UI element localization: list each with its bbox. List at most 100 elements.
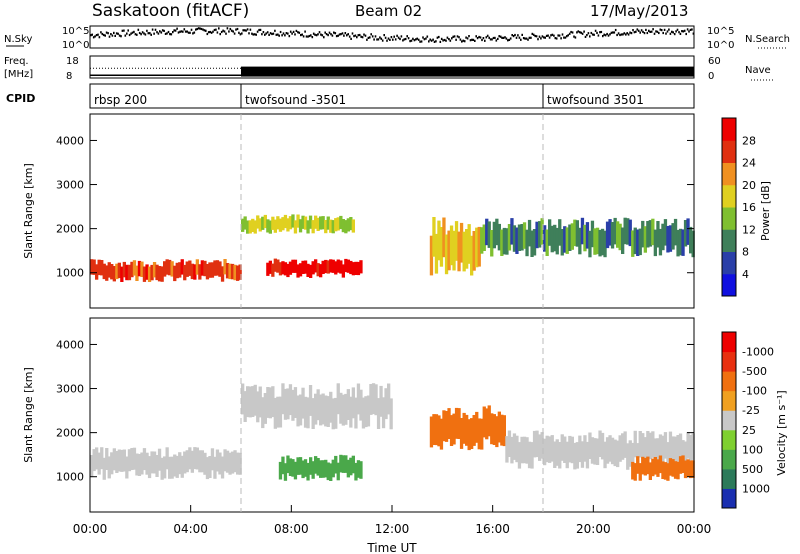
colorbar-cell — [722, 332, 736, 353]
echo-cell — [308, 385, 313, 416]
nsky-point — [114, 34, 116, 37]
nsky-point — [111, 34, 114, 37]
nsky-point — [453, 35, 456, 38]
echo-cell — [329, 463, 333, 481]
echo-cell — [651, 431, 655, 458]
echo-cell — [168, 259, 172, 276]
nsky-point — [222, 29, 224, 32]
echo-cell — [303, 260, 308, 274]
nsky-point — [220, 30, 223, 34]
nsky-point — [341, 32, 344, 35]
echo-cell — [631, 230, 635, 257]
station-title: Saskatoon (fitACF) — [92, 1, 249, 21]
echo-cell — [555, 439, 559, 466]
echo-cell — [256, 391, 260, 423]
nsky-point — [609, 33, 611, 36]
echo-cell — [286, 388, 290, 420]
nsky-point — [360, 35, 362, 38]
nsky-point — [298, 31, 301, 34]
nsearch-tick-top: 10^5 — [707, 26, 734, 37]
echo-cell — [560, 229, 564, 256]
echo-cell — [195, 447, 199, 470]
echo-cell — [190, 263, 194, 280]
nsky-point — [665, 32, 667, 35]
echo-cell — [273, 219, 277, 233]
echo-cell — [575, 442, 579, 469]
echo-cell — [590, 220, 595, 248]
nsky-point — [442, 39, 444, 42]
echo-cell — [319, 460, 323, 478]
nsky-point — [692, 32, 695, 35]
nsky-point — [100, 31, 102, 34]
nsky-point — [484, 39, 486, 42]
nsky-point — [101, 32, 104, 36]
echo-cell — [568, 224, 572, 251]
nsky-point — [232, 30, 234, 33]
echo-cell — [656, 459, 660, 477]
echo-cell — [683, 460, 688, 479]
echo-cell — [517, 442, 522, 469]
echo-cell — [490, 413, 494, 445]
echo-cell — [532, 229, 537, 256]
echo-cell — [588, 230, 592, 258]
echo-cell — [465, 229, 469, 269]
echo-cell — [276, 259, 280, 273]
colorbar-cell — [722, 207, 736, 230]
nsky-point — [123, 29, 125, 32]
echo-cell — [339, 454, 343, 473]
echo-cell — [319, 394, 323, 426]
echo-cell — [321, 393, 325, 425]
echo-cell — [540, 432, 544, 459]
nsky-point — [512, 35, 515, 38]
echo-cell — [505, 228, 509, 255]
echo-cell — [281, 217, 285, 231]
echo-cell — [379, 385, 383, 417]
nsky-point — [514, 33, 516, 37]
echo-cell — [286, 218, 290, 232]
echo-cell — [301, 387, 305, 419]
nsky-point — [248, 32, 250, 35]
nsky-point — [279, 30, 282, 34]
nsky-point — [124, 34, 127, 37]
echo-cell — [210, 262, 215, 278]
freq-tick-bottom: 8 — [66, 71, 72, 82]
nsky-point — [646, 31, 649, 35]
echo-cell — [236, 265, 240, 281]
echo-cell — [180, 259, 184, 275]
nsky-point — [160, 31, 163, 34]
echo-cell — [686, 218, 690, 245]
echo-cell — [628, 219, 632, 247]
echo-cell — [303, 396, 308, 428]
nsky-point — [105, 31, 108, 34]
nsky-point — [653, 32, 656, 35]
y-tick-label: 1000 — [56, 471, 84, 484]
nsky-point — [596, 31, 598, 34]
echo-cell — [439, 418, 444, 450]
y-tick-label: 2000 — [56, 223, 84, 236]
nsky-point — [177, 31, 180, 34]
nsky-point — [606, 32, 608, 36]
nsky-point — [486, 34, 489, 37]
nsky-point — [417, 38, 420, 41]
echo-cell — [565, 227, 569, 254]
nsky-point — [239, 33, 242, 36]
echo-cell — [344, 393, 348, 425]
colorbar-tick-label: 4 — [742, 268, 749, 281]
echo-cell — [351, 387, 355, 419]
echo-cell — [341, 394, 345, 426]
nsky-point — [412, 37, 414, 40]
echo-cell — [593, 228, 597, 255]
echo-cell — [130, 448, 134, 470]
echo-cell — [278, 396, 283, 428]
nsky-point — [147, 32, 150, 35]
x-tick-label: 12:00 — [375, 522, 410, 536]
nsky-point — [409, 40, 411, 43]
nsky-point — [308, 34, 311, 38]
colorbar-tick-label: -25 — [742, 404, 760, 417]
nsky-point — [584, 35, 587, 38]
echo-cell — [512, 433, 517, 460]
echo-cell — [653, 438, 657, 465]
nsky-point — [432, 38, 434, 41]
nsky-point — [249, 28, 252, 31]
echo-cell — [633, 430, 637, 458]
